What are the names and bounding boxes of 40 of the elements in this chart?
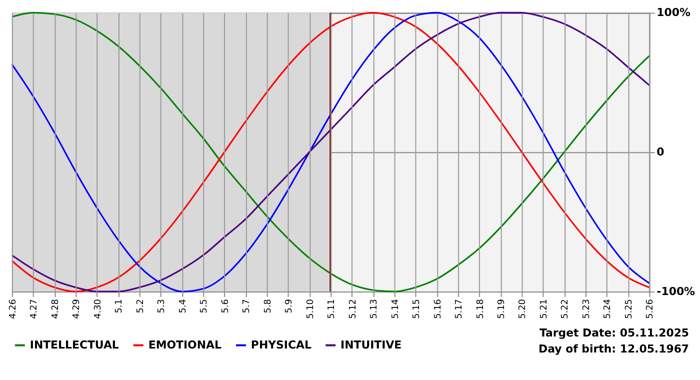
x-tick-label: 5.3 xyxy=(157,298,168,314)
legend-label: PHYSICAL xyxy=(250,338,312,352)
x-tick-label: 4.27 xyxy=(30,298,40,319)
x-tick-label: 5.9 xyxy=(284,298,295,314)
legend-label: INTUITIVE xyxy=(340,338,402,352)
x-tick-label: 5.19 xyxy=(497,298,508,319)
x-tick-label: 5.1 xyxy=(114,298,125,314)
y-tick-label: -100% xyxy=(656,285,696,298)
x-tick-label: 5.16 xyxy=(433,298,444,319)
x-tick-label: 4.30 xyxy=(93,298,104,319)
x-tick-label: 5.17 xyxy=(454,298,465,319)
x-tick-label: 5.25 xyxy=(624,298,634,319)
y-tick-label: 100% xyxy=(656,6,691,20)
x-tick-label: 5.5 xyxy=(200,298,210,314)
x-tick-label: 5.21 xyxy=(539,298,550,319)
legend-label: INTELLECTUAL xyxy=(30,338,119,352)
x-tick-label: 5.13 xyxy=(370,298,380,319)
x-tick-label: 5.14 xyxy=(390,298,401,319)
x-tick-label: 4.26 xyxy=(8,298,18,319)
x-tick-label: 5.20 xyxy=(518,298,528,319)
x-tick-label: 4.29 xyxy=(72,298,82,319)
x-tick-label: 5.2 xyxy=(136,298,146,314)
x-tick-label: 5.6 xyxy=(220,298,231,314)
text: Day of birth: 12.05.1967 xyxy=(538,342,690,356)
x-tick-label: 5.8 xyxy=(263,298,274,314)
x-tick-label: 5.18 xyxy=(476,298,486,319)
x-tick-label: 5.4 xyxy=(178,298,188,314)
x-tick-label: 5.15 xyxy=(412,298,422,319)
text: Target Date: 05.11.2025 xyxy=(539,326,690,340)
x-tick-label: 5.23 xyxy=(582,298,592,319)
x-tick-label: 5.12 xyxy=(348,298,358,319)
x-tick-label: 5.22 xyxy=(560,298,571,319)
x-tick-label: 4.28 xyxy=(50,298,61,319)
y-tick-label: 0 xyxy=(656,146,665,159)
legend-label: EMOTIONAL xyxy=(148,338,222,352)
x-tick-label: 5.10 xyxy=(306,298,316,319)
x-tick-label: 5.7 xyxy=(242,298,252,314)
x-tick-label: 5.26 xyxy=(646,298,656,319)
x-tick-label: 5.11 xyxy=(327,298,338,319)
x-tick-label: 5.24 xyxy=(603,298,614,319)
